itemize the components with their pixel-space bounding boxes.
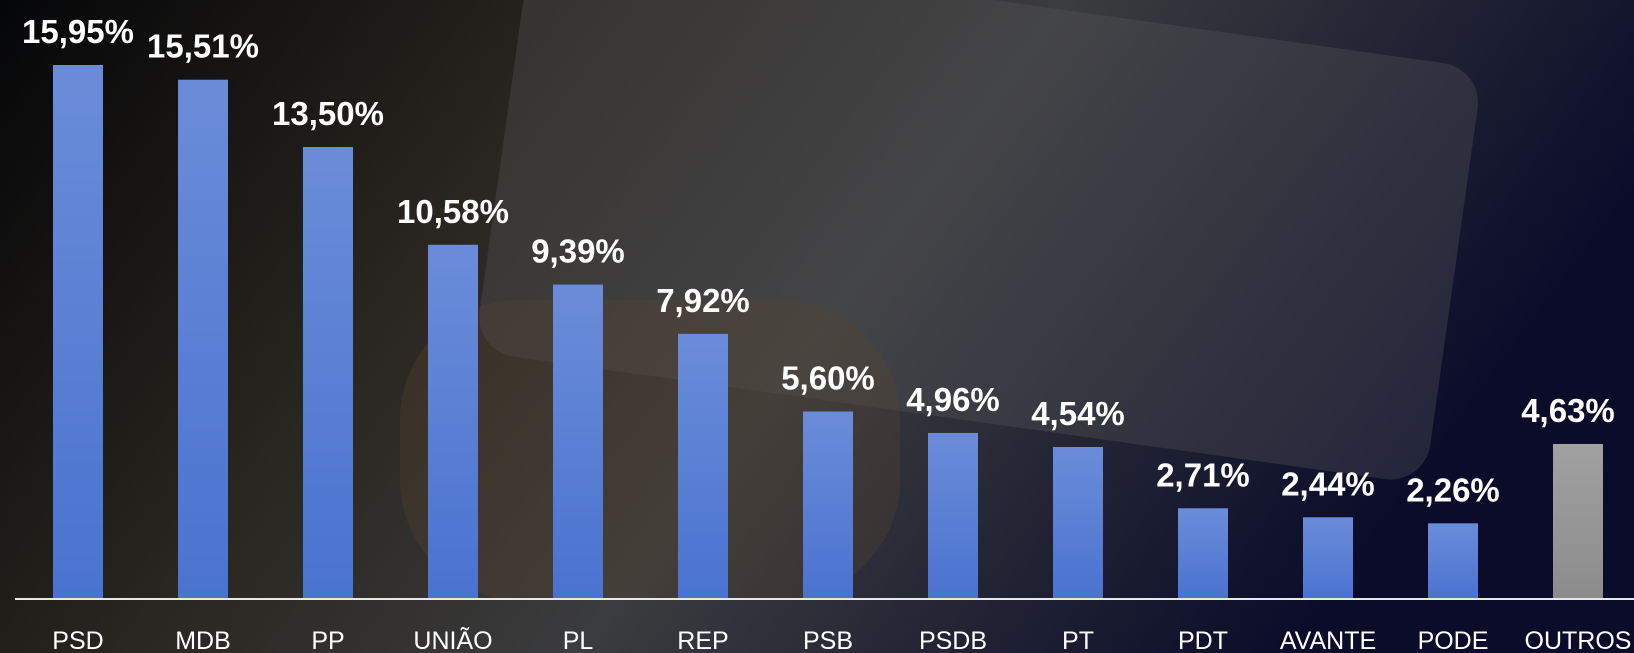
bar-shine (678, 333, 728, 599)
bar-shine (1178, 508, 1228, 599)
x-tick-label: PL (563, 627, 594, 653)
bar-shine (1303, 517, 1353, 599)
x-tick-label: PSB (803, 627, 853, 653)
value-label: 2,71% (1156, 456, 1250, 493)
bars: 15,95% PSD 15,51% MDB 13,50% PP 10,58% UNIÃO 9,3… (22, 13, 1631, 653)
value-label: 4,96% (906, 381, 1000, 418)
background-device (479, 0, 1478, 480)
value-label: 13,50% (272, 95, 384, 132)
bar-shine (1053, 447, 1103, 599)
value-label: 9,39% (531, 233, 625, 270)
x-tick-label: OUTROS (1525, 627, 1632, 653)
x-tick-label: PODE (1418, 627, 1489, 653)
x-tick-label: PP (311, 627, 344, 653)
bar-shine (553, 284, 603, 599)
bar-shine (803, 411, 853, 599)
x-tick-label: REP (677, 627, 728, 653)
bar-shine (178, 79, 228, 600)
value-label: 2,44% (1281, 465, 1375, 502)
x-tick-label: PT (1062, 627, 1094, 653)
bar-shine (928, 432, 978, 599)
bar-shine (1553, 443, 1603, 599)
x-tick-label: PDT (1178, 627, 1228, 653)
value-label: 2,26% (1406, 471, 1500, 508)
value-label: 15,51% (147, 28, 259, 65)
value-label: 5,60% (781, 360, 875, 397)
value-label: 4,63% (1521, 392, 1615, 429)
x-tick-label: MDB (175, 627, 231, 653)
x-tick-label: PSDB (919, 627, 987, 653)
value-label: 15,95% (22, 13, 134, 50)
bar-shine (303, 147, 353, 599)
bar-shine (428, 244, 478, 599)
x-tick-label: PSD (52, 627, 103, 653)
bar-shine (53, 65, 103, 599)
background-hand (400, 300, 900, 600)
x-tick-label: AVANTE (1280, 627, 1376, 653)
x-tick-label: UNIÃO (413, 626, 492, 653)
value-label: 10,58% (397, 193, 509, 230)
value-label: 4,54% (1031, 395, 1125, 432)
value-label: 7,92% (656, 282, 750, 319)
bar-shine (1428, 523, 1478, 599)
